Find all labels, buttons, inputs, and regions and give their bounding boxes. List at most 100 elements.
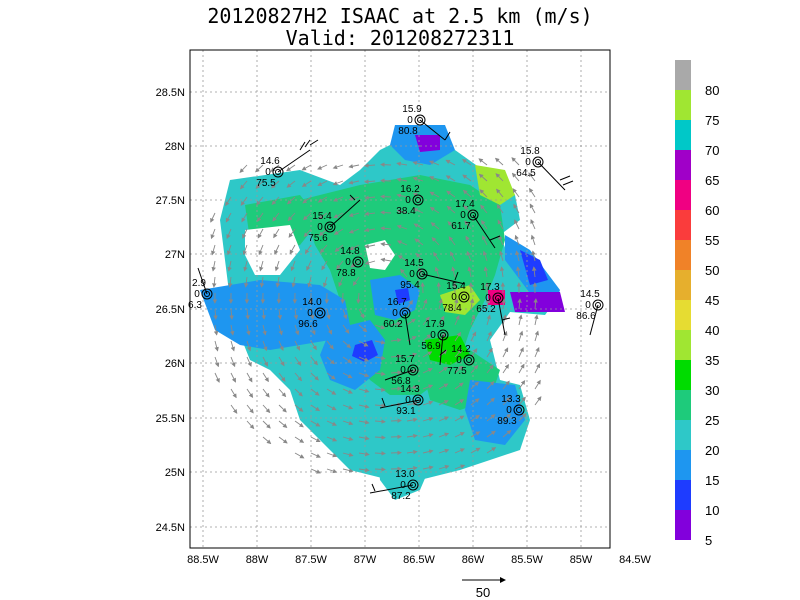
wind-vector xyxy=(451,266,456,278)
wind-vector xyxy=(380,226,392,231)
wind-vector xyxy=(494,157,504,166)
wind-vector xyxy=(482,250,488,262)
wind-vector xyxy=(534,396,542,406)
wind-vector xyxy=(495,173,504,182)
wind-vector xyxy=(317,180,328,186)
station-top-value: 14.5 xyxy=(404,258,424,269)
wind-vector xyxy=(486,430,496,438)
colorbar-segment xyxy=(675,120,691,150)
wind-vector xyxy=(342,468,354,473)
map-frame xyxy=(189,49,611,549)
wind-vector xyxy=(465,235,472,246)
wind-vector xyxy=(482,235,488,246)
station-top-value: 15.8 xyxy=(520,146,540,157)
wind-vector xyxy=(294,404,304,412)
wind-vector xyxy=(358,451,370,457)
valid-time: Valid: 201208272311 xyxy=(285,26,515,50)
wind-vector xyxy=(304,244,312,255)
wind-vector xyxy=(310,372,319,381)
colorbar-segment xyxy=(675,360,691,390)
wind-vector xyxy=(255,164,264,173)
wind-vector xyxy=(406,433,418,439)
wind-vector xyxy=(262,420,271,429)
station-mid-value: 0 xyxy=(506,405,512,416)
wind-vector xyxy=(262,436,272,445)
wind-vector xyxy=(374,355,386,361)
wind-vector xyxy=(334,244,344,252)
wind-vector xyxy=(262,324,267,336)
wind-vector xyxy=(412,161,424,166)
wind-vector xyxy=(262,404,271,414)
colorbar-segment xyxy=(675,450,691,480)
station-mid-value: 0 xyxy=(585,300,591,311)
station-bottom-value: 56.9 xyxy=(421,341,441,352)
wind-vector xyxy=(342,436,354,441)
station-mid-value: 0 xyxy=(525,157,531,168)
wind-vector xyxy=(518,314,523,326)
wind-vector xyxy=(326,388,337,395)
wind-vector xyxy=(364,211,376,217)
wind-vector xyxy=(278,372,286,382)
station-top-value: 15.4 xyxy=(312,211,332,222)
wind-vector xyxy=(210,212,216,223)
wind-vector xyxy=(534,379,541,390)
wind-vector xyxy=(358,372,370,378)
station-bottom-value: 38.4 xyxy=(396,206,416,217)
colorbar-label: 15 xyxy=(705,473,719,488)
station-bottom-value: 75.5 xyxy=(256,178,276,189)
wind-vector xyxy=(319,244,328,254)
wind-vector xyxy=(406,318,416,326)
lat-label: 28N xyxy=(165,141,185,153)
station-mid-value: 0 xyxy=(345,257,351,268)
wind-vector xyxy=(470,314,476,326)
wind-vector xyxy=(533,298,538,310)
wind-vector xyxy=(278,324,283,336)
wind-vector xyxy=(513,203,520,214)
lon-label: 85W xyxy=(570,554,593,566)
wind-vector xyxy=(478,158,488,166)
station-mid-value: 0 xyxy=(317,222,323,233)
wind-vector xyxy=(226,228,232,240)
wind-vector xyxy=(438,416,450,422)
station-bottom-value: 60.2 xyxy=(383,319,403,330)
wind-vector xyxy=(530,218,536,230)
wind-vector xyxy=(310,404,321,412)
wind-vector xyxy=(278,388,287,398)
wind-vector xyxy=(374,403,386,408)
wind-vector xyxy=(293,308,299,320)
wind-vector xyxy=(272,212,280,222)
colorbar-segment xyxy=(675,480,691,510)
wind-vector xyxy=(242,228,248,239)
wind-vector xyxy=(310,356,318,366)
wind-vector xyxy=(317,164,328,170)
station-mid-value: 0 xyxy=(307,308,313,319)
wind-vector xyxy=(278,420,288,428)
wind-vector xyxy=(534,330,540,342)
wind-vector xyxy=(454,382,464,390)
wind-vector xyxy=(518,363,525,374)
wind-vector xyxy=(502,363,509,374)
wind-vector xyxy=(348,212,360,218)
wind-vector xyxy=(534,314,539,326)
wind-vector xyxy=(422,433,434,438)
wind-vector xyxy=(240,180,248,190)
wind-vector xyxy=(486,314,491,326)
wind-vector xyxy=(262,388,270,398)
wind-vector xyxy=(349,244,360,251)
wind-vector xyxy=(406,299,413,310)
wind-vector xyxy=(422,334,432,342)
lat-label: 26.5N xyxy=(156,304,185,316)
wind-vector xyxy=(364,163,376,168)
wind-vector xyxy=(374,324,386,330)
wind-vector xyxy=(290,260,296,272)
wind-vector xyxy=(310,308,315,320)
station-mid-value: 0 xyxy=(194,289,200,300)
wind-vector xyxy=(214,340,219,352)
wind-vector xyxy=(434,266,440,278)
wind-vector xyxy=(413,223,424,230)
